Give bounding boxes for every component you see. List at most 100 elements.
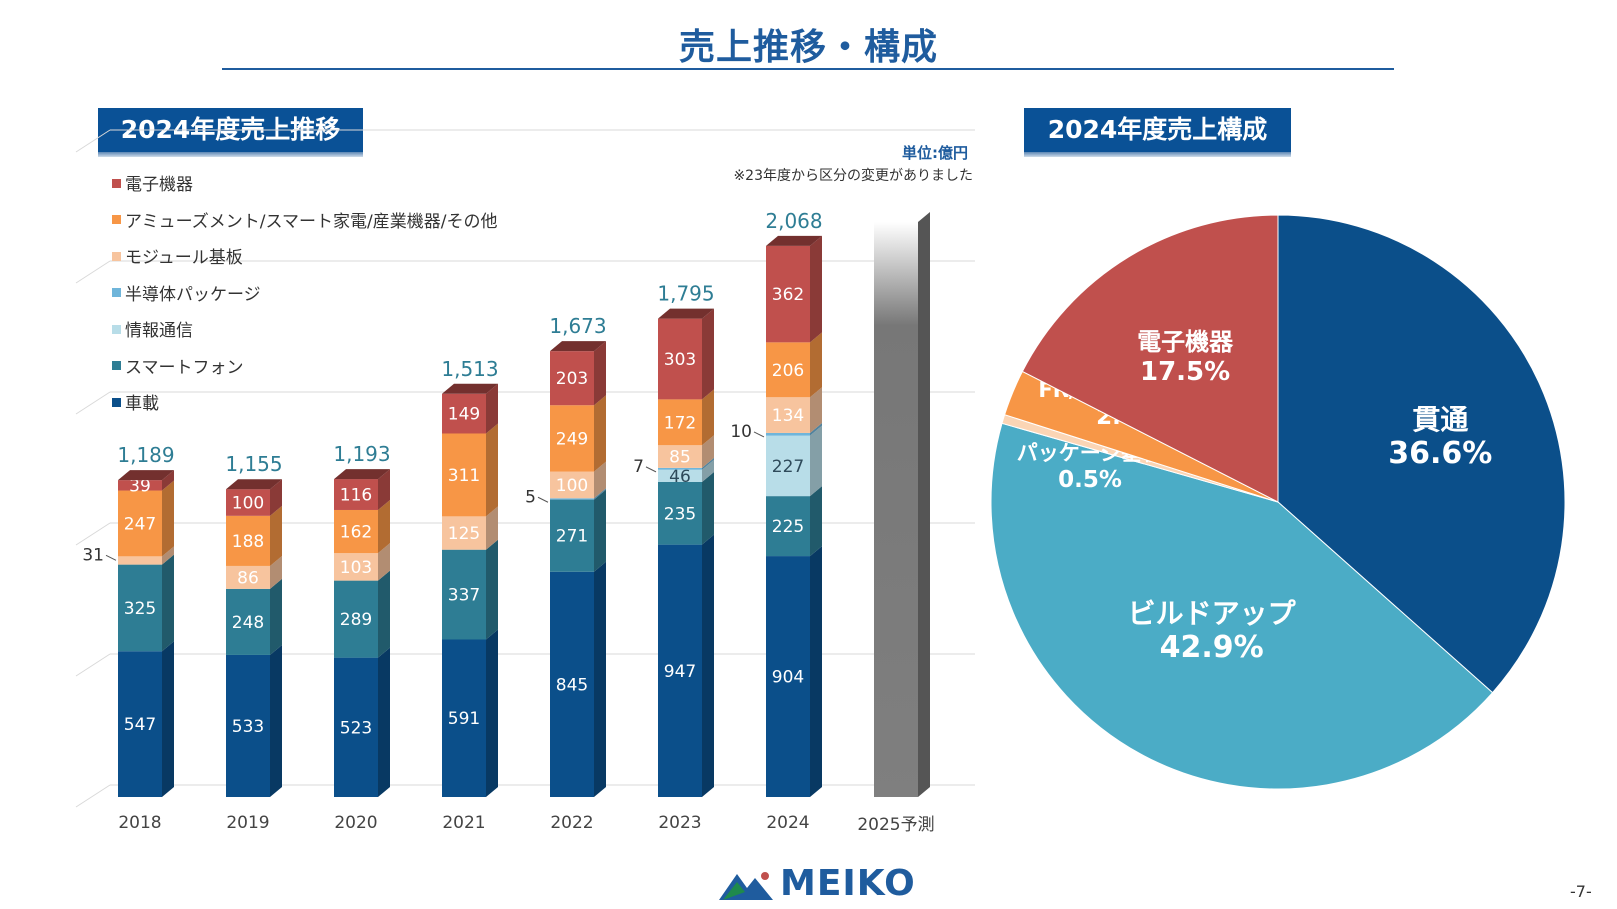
legend-item: 半導体パッケージ: [112, 280, 497, 317]
forecast-bar: [874, 222, 918, 797]
bar-value-label: 100: [556, 476, 588, 496]
bar-segment-side: [702, 471, 714, 545]
bar-segment-side: [486, 423, 498, 517]
gridline: [75, 522, 111, 546]
bar-segment-side: [486, 539, 498, 640]
bar-segment: [226, 515, 270, 566]
bar-segment: [334, 479, 378, 510]
bar-segment-side: [594, 488, 606, 500]
legend-item: アミューズメント/スマート家電/産業機器/その他: [112, 207, 497, 244]
legend-item: モジュール基板: [112, 243, 497, 280]
bar-total-label: 1,673: [549, 314, 606, 338]
bar-segment-side: [378, 570, 390, 658]
legend-swatch: [112, 324, 121, 334]
pie-slice-label: 電子機器: [1137, 328, 1234, 356]
gridline: [75, 653, 111, 677]
bar-total-label: 2,068: [765, 209, 822, 233]
legend-swatch: [112, 251, 121, 261]
bar-segment-side: [702, 435, 714, 468]
pie-slice-percent: 42.9%: [1160, 630, 1264, 665]
bar-total-label: 1,795: [657, 282, 714, 306]
bar-segment-side: [270, 555, 282, 589]
legend-swatch: [112, 361, 121, 370]
bar-segment: [550, 471, 594, 499]
bar-segment: [442, 639, 486, 797]
pie-chart-banner: 2024年度売上構成: [1024, 108, 1291, 157]
legend-label: 情報通信: [125, 321, 193, 341]
bar-value-label: 845: [556, 675, 588, 695]
bar-segment: [550, 498, 594, 500]
bar-segment: [658, 318, 702, 400]
bar-value-label: 362: [772, 285, 804, 305]
bar-segment: [658, 399, 702, 446]
bar-segment-side: [810, 546, 822, 797]
bar-total-label: 1,193: [333, 442, 390, 466]
bar-value-label: 100: [232, 494, 264, 514]
bar-segment: [550, 571, 594, 797]
bar-segment: [658, 469, 702, 482]
bar-segment-side: [702, 389, 714, 446]
x-axis-tick-label: 2019: [226, 813, 269, 833]
bar-value-label: 7: [633, 457, 644, 477]
bar-value-label: 31: [82, 545, 104, 565]
forecast-bar-side: [918, 212, 930, 797]
bar-value-label: 5: [525, 487, 536, 507]
x-axis-tick-label: 2023: [658, 813, 701, 833]
bar-value-label: 206: [772, 361, 804, 381]
bar-segment: [442, 393, 486, 434]
bar-segment: [766, 496, 810, 557]
bar-value-label: 39: [129, 476, 151, 496]
meiko-logo-text: MEIKO: [780, 863, 916, 904]
legend-label: アミューズメント/スマート家電/産業機器/その他: [125, 211, 498, 232]
bar-segment: [334, 657, 378, 797]
bar-top: [442, 383, 498, 394]
bar-segment-side: [162, 554, 174, 652]
bar-segment-side: [378, 647, 390, 797]
note-label: ※23年度から区分の変更がありました: [733, 168, 973, 184]
gridline: [75, 784, 111, 808]
bar-segment: [118, 490, 162, 557]
legend-item: 情報通信: [112, 316, 497, 353]
bar-segment: [334, 553, 378, 581]
bar-segment-side: [486, 506, 498, 550]
bar-segment: [118, 480, 162, 491]
bar-segment-side: [378, 543, 390, 581]
bar-value-label: 162: [340, 523, 372, 543]
legend-label: 電子機器: [125, 175, 193, 195]
pie-slice: [1021, 214, 1279, 503]
bar-segment-side: [594, 561, 606, 797]
bar-value-label: 116: [340, 486, 372, 506]
bar-value-label: 271: [556, 527, 588, 547]
callout-line: [537, 496, 549, 503]
bar-value-label: 337: [448, 586, 480, 606]
pie-slice: [990, 422, 1494, 790]
x-axis-tick-label: 2020: [334, 813, 377, 833]
bar-segment-side: [594, 395, 606, 472]
bar-value-label: 103: [340, 558, 372, 578]
bar-segment: [658, 481, 702, 545]
callout-line: [645, 466, 657, 473]
bar-segment-side: [702, 308, 714, 400]
bar-top: [118, 470, 174, 481]
legend-label: スマートフォン: [125, 357, 244, 378]
bar-segment: [766, 397, 810, 433]
bar-segment: [550, 499, 594, 572]
bar-segment-side: [162, 641, 174, 797]
stacked-bar-chart: 547 325 31 247 39 1,189 2018 533 248 86 188 100 1,15…: [75, 129, 975, 835]
bar-segment-side: [162, 470, 174, 491]
bar-segment: [442, 516, 486, 550]
bar-segment-side: [810, 425, 822, 497]
pie-slice-label: ビルドアップ: [1128, 597, 1297, 630]
bar-value-label: 547: [124, 715, 156, 735]
page-title: 売上推移・構成: [678, 27, 938, 68]
bar-segment-side: [486, 383, 498, 434]
bar-segment: [226, 489, 270, 516]
bar-segment: [334, 580, 378, 658]
bar-segment: [550, 351, 594, 406]
bar-top: [658, 308, 714, 319]
page-number: -7-: [1570, 882, 1592, 901]
bar-value-label: 289: [340, 610, 372, 630]
bar-segment: [442, 549, 486, 640]
x-axis-tick-label: 2018: [118, 813, 161, 833]
bar-value-label: 533: [232, 717, 264, 737]
